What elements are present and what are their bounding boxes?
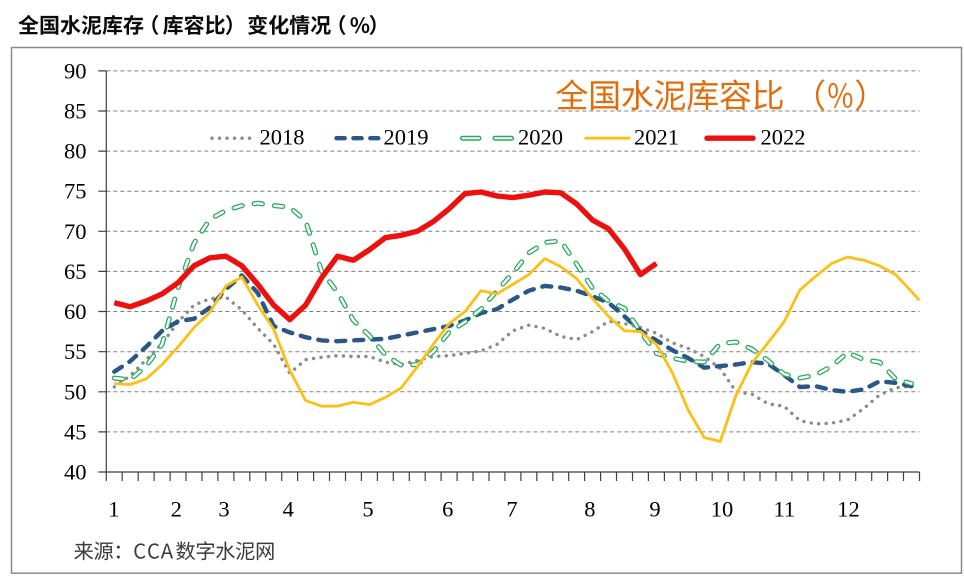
svg-text:75: 75 xyxy=(64,179,87,204)
svg-text:12: 12 xyxy=(837,497,860,522)
svg-text:2022: 2022 xyxy=(761,125,806,150)
svg-text:65: 65 xyxy=(64,259,87,284)
svg-text:55: 55 xyxy=(64,339,87,364)
svg-text:90: 90 xyxy=(64,58,87,83)
svg-text:2: 2 xyxy=(171,497,182,522)
svg-text:60: 60 xyxy=(64,299,87,324)
svg-text:11: 11 xyxy=(773,497,795,522)
svg-text:2020: 2020 xyxy=(518,125,563,150)
svg-text:2019: 2019 xyxy=(384,125,429,150)
svg-text:3: 3 xyxy=(218,497,229,522)
svg-text:6: 6 xyxy=(442,497,453,522)
svg-text:40: 40 xyxy=(64,460,87,485)
svg-text:7: 7 xyxy=(506,497,517,522)
svg-text:70: 70 xyxy=(64,219,87,244)
svg-text:50: 50 xyxy=(64,379,87,404)
svg-text:10: 10 xyxy=(711,497,734,522)
svg-text:85: 85 xyxy=(64,99,87,124)
svg-text:5: 5 xyxy=(362,497,373,522)
svg-text:1: 1 xyxy=(108,497,119,522)
svg-text:4: 4 xyxy=(283,497,294,522)
svg-text:8: 8 xyxy=(584,497,595,522)
svg-text:2018: 2018 xyxy=(260,125,305,150)
svg-text:45: 45 xyxy=(64,419,87,444)
svg-text:80: 80 xyxy=(64,139,87,164)
svg-text:9: 9 xyxy=(649,497,660,522)
svg-text:2021: 2021 xyxy=(634,125,679,150)
